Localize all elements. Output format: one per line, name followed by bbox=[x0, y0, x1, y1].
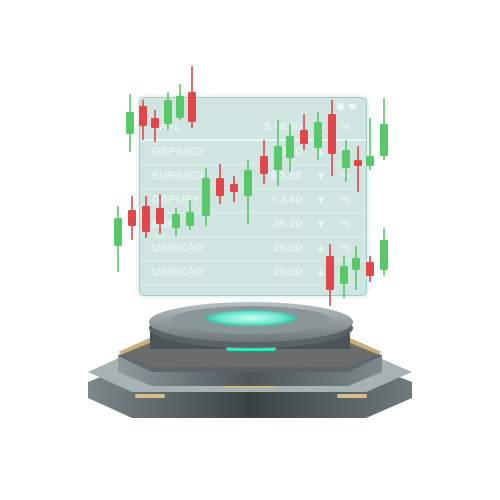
candle-body bbox=[314, 122, 322, 148]
candle-body bbox=[300, 130, 308, 144]
bullish-candle bbox=[176, 84, 184, 120]
bullish-candle bbox=[380, 98, 388, 160]
bearish-candle bbox=[230, 176, 238, 202]
percent-sign: % bbox=[340, 194, 350, 206]
candle-body bbox=[328, 114, 336, 154]
ticker-symbol: USD/CAD bbox=[152, 266, 203, 278]
bullish-candle bbox=[342, 140, 350, 182]
candle-body bbox=[230, 184, 238, 192]
hologram-emitter bbox=[205, 310, 297, 326]
bearish-candle bbox=[328, 100, 336, 176]
panel-window-dots bbox=[337, 103, 356, 110]
ticker-symbol: AAPL bbox=[152, 121, 181, 133]
candle-body bbox=[126, 112, 134, 134]
candle-body bbox=[352, 258, 360, 270]
bullish-candle bbox=[126, 94, 134, 152]
ticker-symbol: USD/CAD bbox=[152, 242, 203, 254]
candle-body bbox=[186, 212, 194, 226]
candle-body bbox=[342, 150, 350, 168]
candle-body bbox=[164, 100, 172, 124]
candle-body bbox=[244, 170, 252, 196]
ticker-symbol: GBP/JPY bbox=[152, 194, 200, 206]
candle-body bbox=[151, 118, 159, 128]
ticker-value: 20.00 bbox=[273, 266, 302, 278]
bullish-candle bbox=[164, 92, 172, 130]
bullish-candle bbox=[286, 124, 294, 172]
candle-body bbox=[380, 124, 388, 156]
bullish-candle bbox=[274, 120, 282, 186]
window-dot bbox=[349, 103, 356, 110]
bearish-candle bbox=[366, 256, 374, 282]
candle-body bbox=[286, 136, 294, 158]
percent-sign: % bbox=[340, 170, 350, 182]
ticker-value: $.46.80 bbox=[263, 121, 302, 133]
candle-body bbox=[380, 240, 388, 270]
bullish-candle bbox=[340, 256, 348, 298]
bearish-candle bbox=[260, 140, 268, 184]
candle-body bbox=[366, 262, 374, 276]
ticker-row: USD/CAD 26.00 ▲ % bbox=[140, 237, 366, 261]
candle-body bbox=[139, 106, 147, 126]
bearish-candle bbox=[326, 244, 334, 306]
percent-sign: % bbox=[340, 218, 350, 230]
window-dot bbox=[337, 103, 344, 110]
candle-body bbox=[172, 214, 180, 228]
bearish-candle bbox=[354, 146, 362, 192]
candle-body bbox=[142, 206, 150, 232]
percent-sign: % bbox=[340, 121, 350, 133]
bullish-candle bbox=[380, 228, 388, 276]
bearish-candle bbox=[151, 110, 159, 142]
bearish-candle bbox=[216, 164, 224, 204]
candle-body bbox=[216, 178, 224, 196]
up-arrow-icon: ▲ bbox=[315, 147, 326, 158]
candle-body bbox=[128, 210, 136, 226]
candle-body bbox=[202, 178, 210, 216]
candle-body bbox=[156, 208, 164, 224]
bearish-candle bbox=[128, 196, 136, 240]
ticker-row: GBP/JPY 3,3.40 ▼ % bbox=[140, 189, 366, 213]
bullish-candle bbox=[366, 118, 374, 170]
bullish-candle bbox=[172, 208, 180, 236]
ticker-value: 26.00 bbox=[273, 242, 302, 254]
ticker-symbol: GBP/USD bbox=[152, 146, 203, 158]
down-arrow-icon: ▼ bbox=[315, 219, 326, 230]
bullish-candle bbox=[202, 168, 210, 226]
ticker-value: 35.20 bbox=[273, 218, 302, 230]
up-arrow-icon: ▲ bbox=[315, 267, 326, 278]
ticker-value: 3,3.40 bbox=[270, 194, 302, 206]
bearish-candle bbox=[188, 66, 196, 128]
bearish-candle bbox=[156, 194, 164, 234]
down-arrow-icon: ▼ bbox=[315, 171, 326, 182]
bearish-candle bbox=[139, 100, 147, 140]
candle-body bbox=[188, 92, 196, 122]
candle-body bbox=[340, 266, 348, 284]
bullish-candle bbox=[352, 246, 360, 290]
ticker-symbol: EUR/USD bbox=[152, 170, 203, 182]
up-arrow-icon: ▲ bbox=[315, 243, 326, 254]
candle-body bbox=[176, 96, 184, 118]
bullish-candle bbox=[314, 112, 322, 160]
bullish-candle bbox=[114, 206, 122, 272]
gold-light-strip bbox=[135, 394, 165, 398]
bearish-candle bbox=[142, 196, 150, 238]
bearish-candle bbox=[300, 114, 308, 150]
candle-body bbox=[326, 256, 334, 290]
bullish-candle bbox=[186, 200, 194, 230]
gold-light-strip bbox=[337, 394, 367, 398]
down-arrow-icon: ▼ bbox=[315, 195, 326, 206]
candle-body bbox=[366, 156, 374, 166]
candle-body bbox=[114, 218, 122, 246]
percent-sign: % bbox=[340, 242, 350, 254]
bullish-candle bbox=[244, 160, 252, 224]
candle-body bbox=[354, 160, 362, 166]
candle-body bbox=[274, 146, 282, 170]
candle-body bbox=[260, 156, 268, 174]
